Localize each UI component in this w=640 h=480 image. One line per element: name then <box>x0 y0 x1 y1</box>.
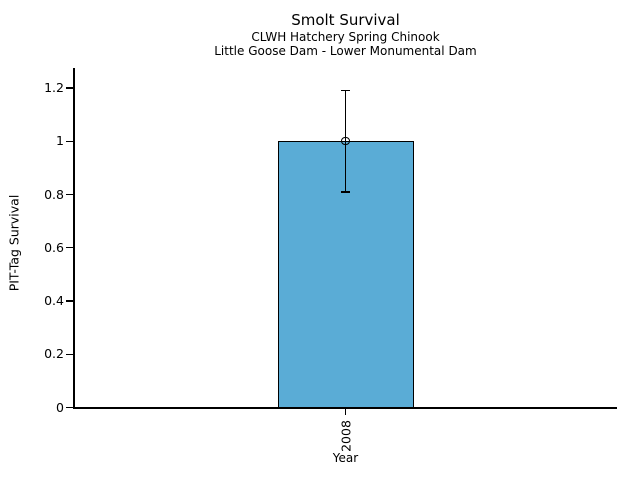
chart-title: Smolt Survival <box>291 11 400 29</box>
data-point-marker <box>341 136 350 146</box>
y-tick-mark <box>65 353 74 355</box>
y-tick-mark <box>65 406 74 409</box>
error-bar-cap-top <box>341 89 350 92</box>
x-tick-label: 2008 <box>338 420 353 452</box>
y-tick-label: 0.4 <box>44 293 64 308</box>
y-tick-label: 0 <box>56 399 64 415</box>
y-tick-mark <box>65 247 74 249</box>
y-tick-mark <box>65 300 74 302</box>
y-tick-label: 0.8 <box>44 186 64 202</box>
x-axis-label: Year <box>332 451 359 465</box>
x-tick-mark <box>344 408 347 415</box>
y-tick-label: 1.2 <box>44 80 64 95</box>
error-bar-cap-bottom <box>341 191 350 193</box>
y-tick-label: 1 <box>56 133 64 149</box>
y-tick-mark <box>65 193 74 196</box>
y-tick-label: 0.6 <box>44 239 64 255</box>
y-tick-label: 0.2 <box>44 346 64 362</box>
chart-subtitle-line2: Little Goose Dam - Lower Monumental Dam <box>214 44 477 58</box>
chart-subtitle-line1: CLWH Hatchery Spring Chinook <box>251 30 440 44</box>
y-tick-mark <box>65 140 74 142</box>
y-tick-mark <box>65 87 74 89</box>
y-axis-line <box>73 68 75 408</box>
